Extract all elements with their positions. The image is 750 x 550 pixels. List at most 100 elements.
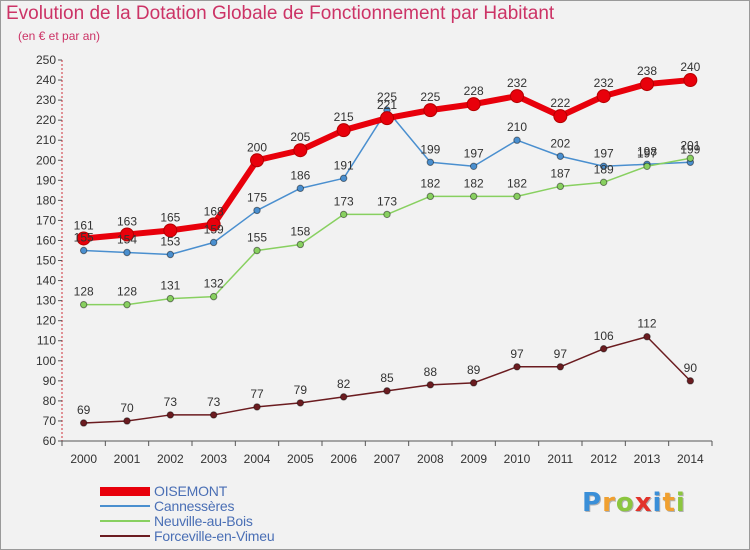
y-tick-label: 70 [43,414,57,428]
x-tick-label: 2004 [244,452,271,466]
data-label: 77 [250,387,264,401]
data-point [599,345,608,353]
data-point [513,136,521,144]
data-point [513,363,521,371]
data-point [556,182,565,191]
legend-swatch [100,520,150,522]
data-label: 225 [420,90,440,104]
x-tick-label: 2003 [200,452,227,466]
data-point [166,250,175,259]
data-label: 225 [377,90,397,104]
data-label: 197 [464,146,484,160]
data-label: 240 [680,60,700,74]
data-label: 73 [164,395,178,409]
x-tick-label: 2009 [460,452,487,466]
y-tick-label: 170 [36,213,56,227]
logo-letter: t [662,488,676,518]
y-tick-label: 220 [36,113,56,127]
data-point [469,192,478,201]
data-label: 161 [74,218,94,232]
data-label: 159 [204,222,224,236]
y-tick-label: 190 [36,173,56,187]
data-label: 163 [117,214,137,228]
data-label: 199 [420,142,440,156]
y-tick-label: 160 [36,233,56,247]
data-label: 173 [334,194,354,208]
x-tick-label: 2002 [157,452,184,466]
data-label: 154 [117,233,137,247]
x-tick-label: 2001 [114,452,141,466]
data-point [123,248,131,257]
data-label: 128 [117,285,137,299]
data-point [556,363,565,371]
data-point [510,89,524,104]
legend-label: Forceville-en-Vimeu [154,528,275,544]
x-tick-label: 2010 [504,452,531,466]
x-tick-label: 2005 [287,452,314,466]
data-label: 189 [594,162,614,176]
data-label: 191 [334,158,354,172]
data-point [643,162,651,170]
data-label: 88 [424,365,438,379]
data-point [599,178,608,187]
data-point [123,300,131,309]
logo-letter: i [675,488,686,518]
y-tick-label: 250 [36,53,56,67]
data-point [383,387,391,395]
chart-subtitle: (en € et par an) [18,29,101,43]
data-point [339,174,348,183]
data-label: 200 [247,140,267,154]
data-label: 238 [637,64,657,78]
data-label: 106 [594,329,614,343]
data-point [426,158,435,166]
data-point [296,184,305,193]
data-point [79,300,88,309]
data-label: 79 [294,383,308,397]
data-point [556,152,565,160]
data-point [686,377,695,385]
data-label: 97 [510,347,524,361]
data-label: 186 [290,168,310,182]
data-point [466,97,481,112]
y-tick-label: 110 [37,334,56,348]
x-tick-label: 2006 [330,452,357,466]
data-point [423,103,438,118]
data-point [296,240,305,249]
y-tick-label: 210 [36,133,56,147]
y-tick-label: 100 [36,354,56,368]
data-point [253,206,261,215]
data-label: 168 [204,204,224,218]
data-label: 132 [204,277,224,291]
data-point [339,210,348,219]
data-point [123,417,131,425]
data-label: 187 [550,166,570,180]
data-point [163,223,178,238]
data-point [683,73,698,88]
data-point [166,294,175,303]
data-point [79,246,88,255]
data-label: 232 [507,76,527,90]
x-tick-label: 2012 [590,452,617,466]
y-tick-label: 120 [36,314,56,328]
data-label: 97 [554,347,568,361]
proxiti-logo: Proxiti [582,488,686,518]
y-tick-label: 180 [36,193,56,207]
data-point [513,192,521,201]
y-tick-label: 130 [36,294,56,308]
data-label: 182 [507,176,527,190]
legend-swatch [100,487,150,496]
data-point [253,246,261,255]
data-point [596,89,611,104]
y-tick-label: 60 [43,434,57,448]
data-point [686,154,695,162]
y-tick-label: 230 [36,93,56,107]
data-label: 198 [637,144,657,158]
data-label: 232 [594,76,614,90]
legend-label: OISEMONT [154,483,228,499]
data-point [206,217,221,232]
x-tick-label: 2014 [677,452,704,466]
data-point [383,210,391,219]
y-tick-label: 140 [36,274,56,288]
data-point [209,238,218,247]
